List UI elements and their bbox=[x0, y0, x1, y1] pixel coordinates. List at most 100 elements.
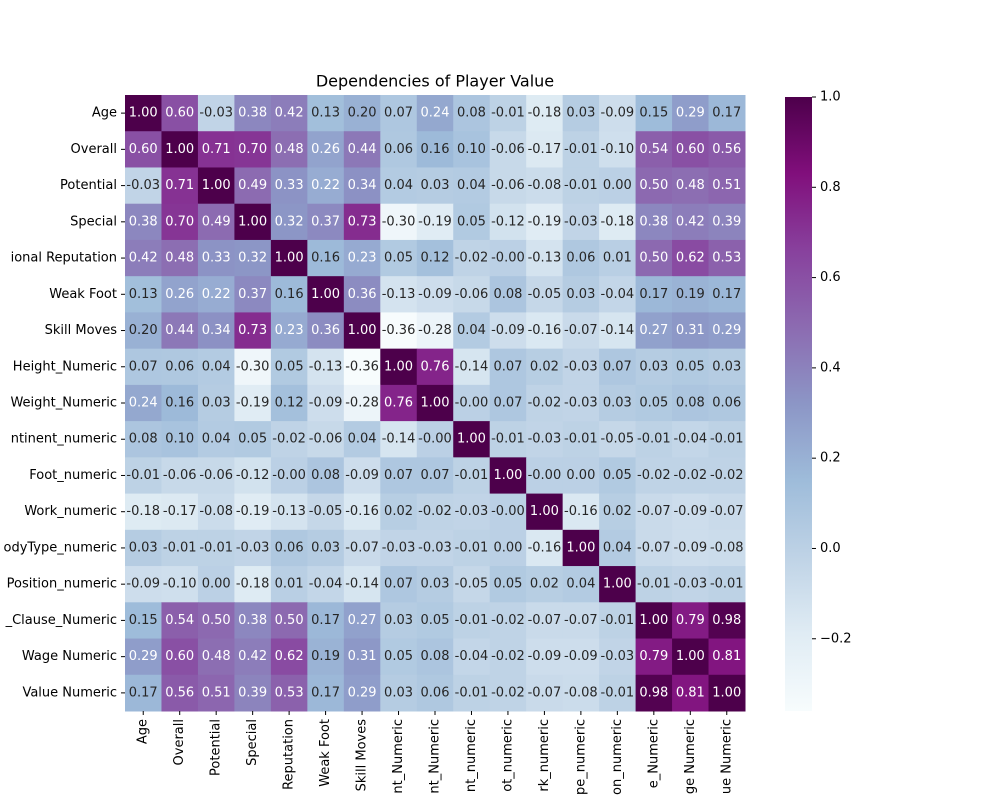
cell-label: -0.03 bbox=[199, 106, 233, 121]
cell-label: 0.24 bbox=[129, 396, 158, 411]
heatmap-cell bbox=[489, 529, 527, 567]
heatmap-cell bbox=[599, 638, 637, 676]
y-tick-label: Position_numeric bbox=[7, 577, 117, 592]
heatmap-cell bbox=[380, 421, 418, 458]
heatmap-cell bbox=[270, 674, 308, 712]
heatmap-cell bbox=[380, 602, 418, 640]
heatmap-cell bbox=[197, 529, 235, 567]
heatmap-cell bbox=[635, 312, 673, 350]
heatmap-cell bbox=[125, 95, 162, 132]
cell-label: 0.76 bbox=[421, 359, 450, 374]
heatmap-cell bbox=[453, 566, 491, 603]
heatmap-cell bbox=[672, 602, 710, 640]
cell-label: 0.07 bbox=[493, 396, 522, 411]
heatmap-cell bbox=[708, 421, 746, 458]
cell-label: 0.07 bbox=[384, 106, 413, 121]
cell-label: 0.02 bbox=[530, 577, 559, 592]
heatmap-cell bbox=[416, 493, 454, 531]
cell-label: 0.05 bbox=[384, 251, 413, 266]
heatmap-cell bbox=[125, 529, 162, 567]
cell-label: 0.03 bbox=[712, 359, 741, 374]
cell-label: 0.04 bbox=[202, 359, 231, 374]
heatmap-cell bbox=[416, 95, 454, 132]
cell-label: -0.02 bbox=[710, 468, 744, 483]
cell-label: 1.00 bbox=[603, 577, 632, 592]
heatmap-cell bbox=[197, 674, 235, 712]
heatmap-cell bbox=[489, 203, 527, 241]
x-tick-label: nt_Numeric bbox=[428, 719, 443, 794]
heatmap-cell bbox=[635, 276, 673, 313]
heatmap-cell bbox=[453, 203, 491, 241]
cell-label: -0.13 bbox=[528, 251, 562, 266]
cell-label: -0.01 bbox=[710, 432, 744, 447]
cell-label: 0.17 bbox=[311, 613, 340, 628]
heatmap-cell bbox=[197, 638, 235, 676]
cell-label: 0.24 bbox=[421, 106, 450, 121]
cell-label: 0.60 bbox=[129, 142, 158, 157]
cell-label: -0.36 bbox=[345, 359, 379, 374]
cell-label: 0.54 bbox=[639, 142, 668, 157]
cell-label: 0.07 bbox=[603, 359, 632, 374]
heatmap-cell bbox=[380, 566, 418, 603]
cell-label: 0.19 bbox=[676, 287, 705, 302]
cell-label: -0.02 bbox=[491, 685, 525, 700]
colorbar-tick-label: 1.0 bbox=[820, 90, 841, 105]
cell-label: 0.26 bbox=[165, 287, 194, 302]
cell-label: -0.05 bbox=[601, 432, 635, 447]
cell-label: 1.00 bbox=[165, 142, 194, 157]
heatmap-cell bbox=[672, 95, 710, 132]
cell-label: 0.60 bbox=[165, 106, 194, 121]
cell-label: -0.01 bbox=[564, 178, 598, 193]
heatmap-cell bbox=[234, 203, 272, 241]
heatmap-cell bbox=[307, 276, 345, 313]
heatmap-cell bbox=[234, 674, 272, 712]
cell-label: 0.39 bbox=[712, 214, 741, 229]
heatmap-cell bbox=[635, 131, 673, 168]
colorbar bbox=[785, 97, 812, 711]
cell-label: 0.05 bbox=[676, 359, 705, 374]
heatmap-cell bbox=[161, 167, 199, 205]
cell-label: 0.81 bbox=[676, 685, 705, 700]
heatmap-cell bbox=[234, 312, 272, 350]
heatmap-cell bbox=[489, 638, 527, 676]
heatmap-cell bbox=[672, 638, 710, 676]
heatmap-cell bbox=[672, 167, 710, 205]
heatmap-cell bbox=[453, 421, 491, 458]
cell-label: 0.60 bbox=[676, 142, 705, 157]
cell-label: 0.04 bbox=[348, 432, 377, 447]
cell-label: -0.03 bbox=[418, 540, 452, 555]
heatmap-cell bbox=[234, 276, 272, 313]
heatmap-cell bbox=[599, 493, 637, 531]
cell-label: -0.03 bbox=[601, 649, 635, 664]
cell-label: 0.51 bbox=[712, 178, 741, 193]
cell-label: 0.17 bbox=[129, 685, 158, 700]
cell-label: 0.70 bbox=[238, 142, 267, 157]
heatmap-cell bbox=[380, 348, 418, 386]
heatmap-cell bbox=[672, 493, 710, 531]
cell-label: 0.15 bbox=[129, 613, 158, 628]
cell-label: 0.04 bbox=[457, 178, 486, 193]
heatmap-cell bbox=[526, 602, 564, 640]
heatmap-cell bbox=[234, 167, 272, 205]
cell-label: 0.49 bbox=[238, 178, 267, 193]
cell-label: 0.36 bbox=[348, 287, 377, 302]
heatmap-cell bbox=[526, 674, 564, 712]
cell-label: 0.32 bbox=[238, 251, 267, 266]
cell-label: -0.08 bbox=[710, 540, 744, 555]
y-tick-label: Skill Moves bbox=[45, 323, 118, 338]
cell-label: -0.01 bbox=[491, 432, 525, 447]
cell-label: 0.98 bbox=[712, 613, 741, 628]
heatmap-cell bbox=[635, 674, 673, 712]
heatmap-cell bbox=[489, 674, 527, 712]
cell-label: -0.18 bbox=[601, 214, 635, 229]
heatmap-cell bbox=[453, 276, 491, 313]
cell-label: 0.32 bbox=[275, 214, 304, 229]
heatmap-cell bbox=[125, 566, 162, 603]
cell-label: 0.12 bbox=[421, 251, 450, 266]
cell-label: 0.07 bbox=[384, 468, 413, 483]
y-tick-label: Work_numeric bbox=[24, 504, 117, 519]
heatmap-cell bbox=[635, 493, 673, 531]
heatmap-cell bbox=[161, 131, 199, 168]
cell-label: -0.09 bbox=[126, 577, 160, 592]
